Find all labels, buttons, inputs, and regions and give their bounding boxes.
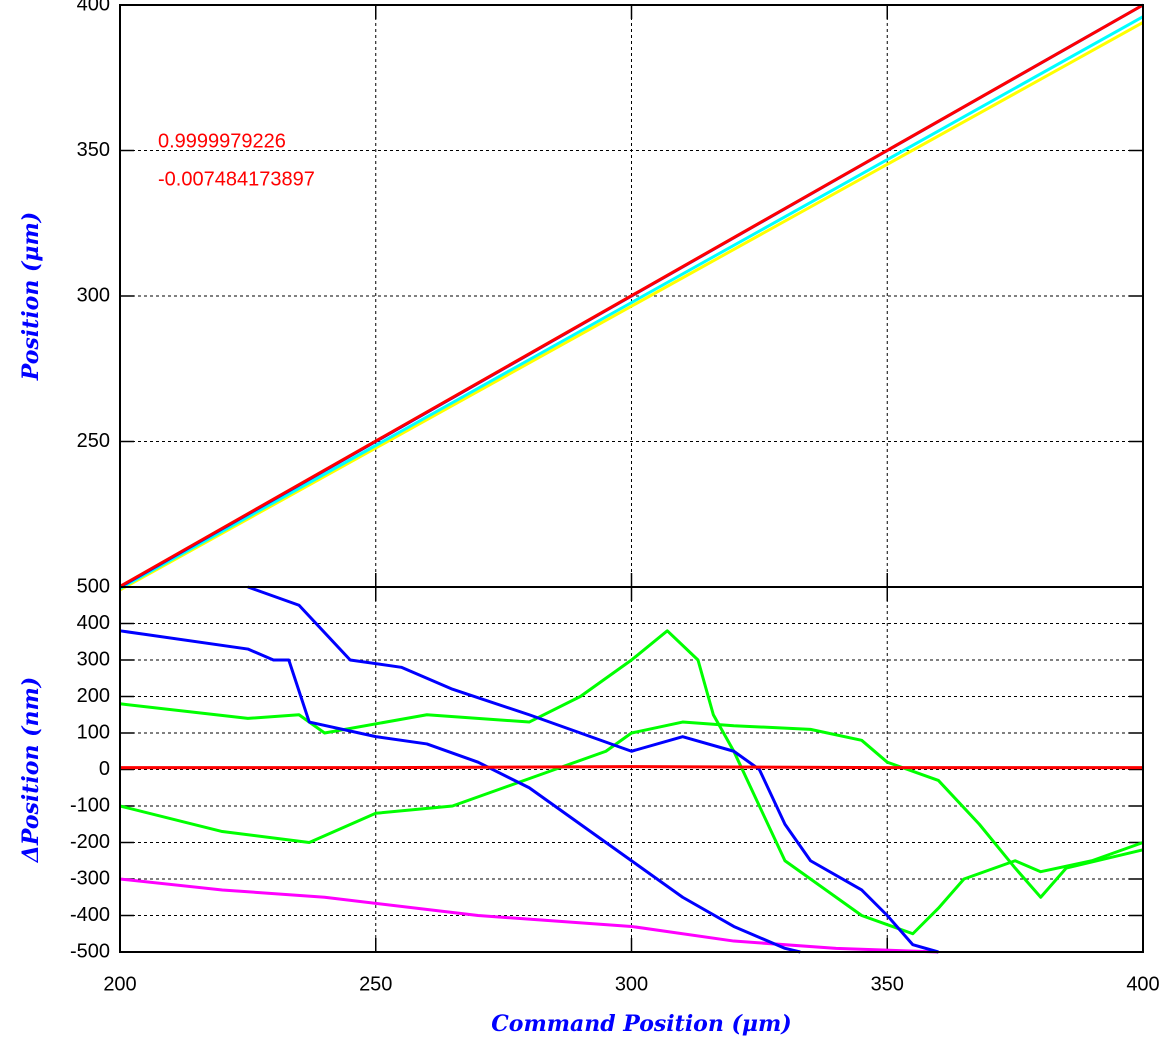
y-tick-label: 100 bbox=[77, 721, 110, 743]
y-tick-label: 250 bbox=[77, 430, 110, 452]
series-line bbox=[119, 21, 1144, 592]
plot-frame bbox=[119, 586, 1144, 953]
annotation: 0.9999979226 bbox=[158, 130, 286, 152]
y-axis-label: Position (μm) bbox=[18, 212, 44, 381]
x-tick-label: 200 bbox=[103, 973, 136, 995]
x-axis-label: Command Position (μm) bbox=[491, 1011, 791, 1037]
y-tick-label: 200 bbox=[77, 685, 110, 707]
x-tick-label: 300 bbox=[615, 973, 648, 995]
series-line bbox=[119, 629, 801, 954]
y-tick-label: 300 bbox=[77, 648, 110, 670]
series-line bbox=[119, 720, 1144, 899]
series-line bbox=[119, 3, 1144, 588]
y-tick-label: -500 bbox=[70, 940, 110, 962]
annotation: -0.007484173897 bbox=[158, 168, 315, 190]
series-line bbox=[119, 15, 1144, 590]
y-tick-label: 0 bbox=[99, 758, 110, 780]
series-line bbox=[120, 765, 1143, 770]
series-line bbox=[119, 877, 939, 954]
x-tick-label: 400 bbox=[1126, 973, 1159, 995]
x-tick-label: 350 bbox=[871, 973, 904, 995]
y-tick-label: -100 bbox=[70, 794, 110, 816]
y-tick-label: -200 bbox=[70, 831, 110, 853]
y-tick-label: -300 bbox=[70, 867, 110, 889]
y-tick-label: 400 bbox=[77, 0, 110, 15]
y-tick-label: 500 bbox=[77, 575, 110, 597]
y-tick-label: 400 bbox=[77, 612, 110, 634]
y-tick-label: 350 bbox=[77, 139, 110, 161]
y-axis-label: ΔPosition (nm) bbox=[18, 677, 44, 863]
y-tick-label: 300 bbox=[77, 284, 110, 306]
x-tick-label: 250 bbox=[359, 973, 392, 995]
y-tick-label: -400 bbox=[70, 904, 110, 926]
series-line bbox=[247, 585, 939, 954]
